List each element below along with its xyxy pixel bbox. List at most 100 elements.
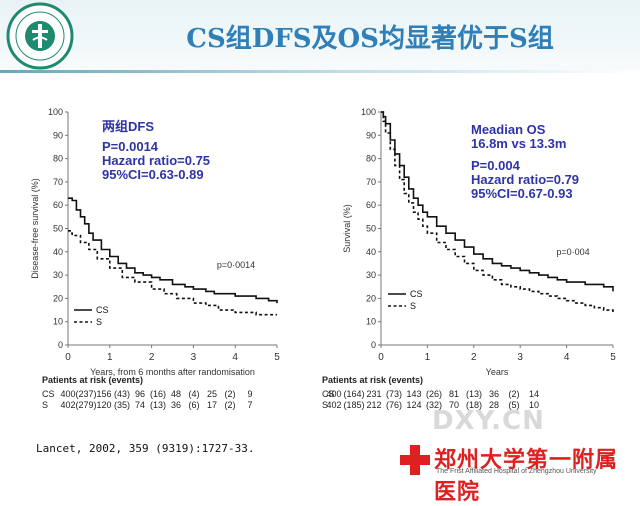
x-axis-label: Years: [486, 367, 509, 377]
risk-row-label: CS: [322, 389, 335, 399]
annotation-line: P=0.0014: [102, 139, 159, 154]
risk-table-title: Patients at risk (events): [42, 375, 143, 385]
y-tick-label: 20: [366, 293, 376, 303]
y-tick-label: 10: [366, 317, 376, 327]
risk-cell: 143: [406, 389, 421, 399]
x-tick-label: 1: [425, 352, 431, 363]
risk-cell: (73): [386, 389, 402, 399]
university-emblem-icon: [6, 2, 74, 70]
series-line-s: [68, 230, 277, 316]
risk-cell: (4): [189, 389, 200, 399]
x-tick-label: 0: [378, 352, 384, 363]
watermark: DXY.CN: [432, 406, 545, 436]
risk-cell: (18): [466, 400, 482, 410]
y-tick-label: 50: [366, 224, 376, 234]
risk-cell: 36: [489, 389, 499, 399]
risk-cell: 25: [207, 389, 217, 399]
header-divider: [0, 70, 640, 73]
x-tick-label: 5: [274, 352, 280, 363]
annotation-line: 16.8m vs 13.3m: [471, 136, 566, 151]
legend-label-cs: CS: [410, 289, 423, 299]
risk-cell: 14: [529, 389, 539, 399]
risk-cell: 74: [135, 400, 145, 410]
risk-cell: (279): [75, 400, 96, 410]
risk-cell: 212: [366, 400, 381, 410]
annotation-line: 两组DFS: [102, 119, 154, 134]
risk-cell: 156: [96, 389, 111, 399]
risk-row-label: CS: [42, 389, 55, 399]
risk-cell: 400: [326, 389, 341, 399]
risk-row-label: S: [42, 400, 48, 410]
risk-cell: 231: [366, 389, 381, 399]
risk-cell: 10: [529, 400, 539, 410]
y-tick-label: 20: [53, 293, 63, 303]
x-tick-label: 4: [564, 352, 570, 363]
risk-cell: (2): [225, 389, 236, 399]
legend-label-s: S: [96, 317, 102, 327]
risk-cell: (164): [343, 389, 364, 399]
risk-table-title: Patients at risk (events): [322, 375, 423, 385]
annotation-line: P=0.004: [471, 158, 521, 173]
dfs-kaplan-meier-chart: 0 10 20 30 40 50 60 70 80 90 100 0 1 2 3 4 5 Disease-free…: [30, 107, 280, 410]
legend-label-cs: CS: [96, 305, 109, 315]
footer-hospital-english: The Frist Affiliated Hospital of Zhengzh…: [436, 468, 597, 475]
risk-cell: 17: [207, 400, 217, 410]
y-tick-label: 100: [48, 107, 63, 117]
y-tick-label: 10: [53, 317, 63, 327]
series-line-cs: [68, 197, 278, 304]
y-tick-label: 30: [366, 270, 376, 280]
risk-cell: (2): [509, 389, 520, 399]
risk-cell: 48: [171, 389, 181, 399]
y-tick-label: 40: [53, 247, 63, 257]
slide-title: CS组DFS及OS均显著优于S组: [186, 24, 554, 54]
slide-header: [0, 0, 640, 72]
risk-cell: 120: [96, 400, 111, 410]
annotation-line: Hazard ratio=0.79: [471, 172, 579, 187]
x-tick-label: 2: [149, 352, 155, 363]
red-cross-icon: [400, 445, 430, 475]
y-tick-label: 60: [53, 200, 63, 210]
risk-cell: (76): [386, 400, 402, 410]
citation: Lancet, 2002, 359 (9319):1727-33.: [36, 442, 255, 455]
y-tick-label: 30: [53, 270, 63, 280]
risk-cell: (35): [114, 400, 130, 410]
x-tick-label: 3: [517, 352, 523, 363]
risk-cell: (26): [426, 389, 442, 399]
footer-hospital-logo: 郑州大学第一附属医院 The Frist Affiliated Hospital…: [396, 442, 636, 505]
y-tick-label: 40: [366, 247, 376, 257]
p-value-label: p=0·0014: [217, 260, 255, 270]
risk-cell: (237): [75, 389, 96, 399]
y-tick-label: 100: [361, 107, 376, 117]
risk-cell: (6): [189, 400, 200, 410]
x-tick-label: 1: [107, 352, 113, 363]
risk-cell: (13): [150, 400, 166, 410]
y-tick-label: 0: [371, 340, 376, 350]
p-value-label: p=0·004: [556, 247, 589, 257]
risk-cell: 36: [171, 400, 181, 410]
risk-cell: (32): [426, 400, 442, 410]
risk-cell: (13): [466, 389, 482, 399]
x-axis-label: Years, from 6 months after randomisation: [90, 367, 255, 377]
y-tick-label: 0: [58, 340, 63, 350]
risk-cell: 81: [449, 389, 459, 399]
legend-label-s: S: [410, 301, 416, 311]
risk-row-label: S: [322, 400, 328, 410]
os-kaplan-meier-chart: 0 10 20 30 40 50 60 70 80 90 100 0 1 2 3 4 5 Survival (%)…: [322, 107, 616, 410]
risk-cell: 28: [489, 400, 499, 410]
y-tick-label: 80: [366, 154, 376, 164]
risk-cell: 96: [135, 389, 145, 399]
y-tick-label: 80: [53, 154, 63, 164]
risk-cell: (43): [114, 389, 130, 399]
x-tick-label: 2: [471, 352, 477, 363]
annotation-line: Meadian OS: [471, 122, 546, 137]
y-tick-label: 70: [53, 177, 63, 187]
risk-cell: (185): [343, 400, 364, 410]
risk-cell: 402: [326, 400, 341, 410]
x-tick-label: 3: [191, 352, 197, 363]
y-tick-label: 90: [366, 130, 376, 140]
x-tick-label: 4: [232, 352, 238, 363]
annotation-line: 95%CI=0.67-0.93: [471, 186, 573, 201]
risk-cell: 7: [247, 400, 252, 410]
risk-cell: 400: [60, 389, 75, 399]
risk-cell: 402: [60, 400, 75, 410]
